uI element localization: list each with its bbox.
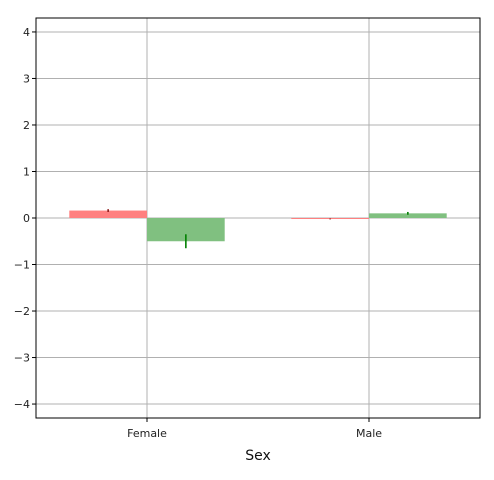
y-tick-label: −4: [14, 398, 30, 411]
bar: [147, 218, 225, 242]
x-axis-ticks: Female Male: [127, 418, 382, 440]
bars-group: [69, 210, 447, 242]
x-tick-label: Male: [356, 427, 382, 440]
grid-lines: [36, 18, 480, 418]
y-axis-ticks: −4 −3 −2 −1 0 1 2 3 4: [14, 26, 36, 411]
y-tick-label: −1: [14, 259, 30, 272]
error-bars-group: [107, 209, 409, 249]
x-tick-label: Female: [127, 427, 167, 440]
bar: [69, 210, 147, 218]
y-tick-label: −3: [14, 352, 30, 365]
y-tick-label: 2: [23, 119, 30, 132]
y-tick-label: −2: [14, 305, 30, 318]
bar: [369, 213, 447, 218]
x-axis-label: Sex: [245, 448, 271, 464]
y-tick-label: 3: [23, 72, 30, 85]
y-tick-label: 4: [23, 26, 30, 39]
y-tick-label: 0: [23, 212, 30, 225]
y-tick-label: 1: [23, 165, 30, 178]
